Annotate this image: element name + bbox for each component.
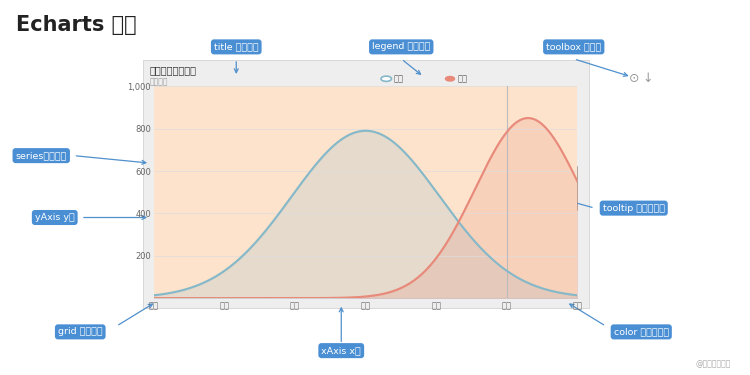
Text: @掘金技术社区: @掘金技术社区 bbox=[696, 359, 731, 368]
Text: yAxis y轴: yAxis y轴 bbox=[34, 213, 74, 222]
Text: series系列列表: series系列列表 bbox=[16, 151, 67, 160]
Text: ⊙: ⊙ bbox=[628, 72, 639, 85]
FancyBboxPatch shape bbox=[142, 60, 589, 308]
Text: 驾购: 驾购 bbox=[394, 74, 404, 83]
Text: tooltip 提示框组件: tooltip 提示框组件 bbox=[603, 204, 664, 213]
Text: 驾购: 30: 驾购: 30 bbox=[512, 189, 538, 198]
Text: legend 图例组件: legend 图例组件 bbox=[372, 42, 430, 51]
Text: ↓: ↓ bbox=[643, 72, 653, 85]
Text: 成交: 成交 bbox=[458, 74, 467, 83]
Text: grid 绘图网格: grid 绘图网格 bbox=[58, 327, 103, 336]
Text: title 标题组件: title 标题组件 bbox=[214, 42, 259, 51]
FancyBboxPatch shape bbox=[491, 165, 578, 212]
Circle shape bbox=[381, 76, 392, 81]
Text: 月度总结: 月度总结 bbox=[150, 77, 169, 86]
Text: Echarts 配置: Echarts 配置 bbox=[16, 15, 137, 35]
Text: toolbox 工具栏: toolbox 工具栏 bbox=[546, 42, 602, 51]
Circle shape bbox=[501, 191, 509, 195]
Text: color 两条线颜色: color 两条线颜色 bbox=[614, 327, 669, 336]
Text: 学习吸收效果图片: 学习吸收效果图片 bbox=[150, 66, 197, 76]
Circle shape bbox=[446, 76, 454, 81]
Text: xAxis x轴: xAxis x轴 bbox=[321, 346, 362, 355]
Text: 成交: 830: 成交: 830 bbox=[512, 180, 543, 189]
Text: 周六: 周六 bbox=[500, 174, 511, 183]
Circle shape bbox=[501, 183, 509, 187]
